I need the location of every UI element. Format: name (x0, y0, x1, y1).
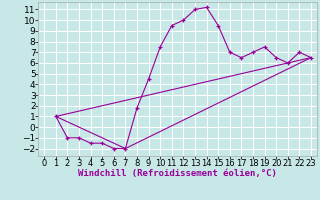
X-axis label: Windchill (Refroidissement éolien,°C): Windchill (Refroidissement éolien,°C) (78, 169, 277, 178)
